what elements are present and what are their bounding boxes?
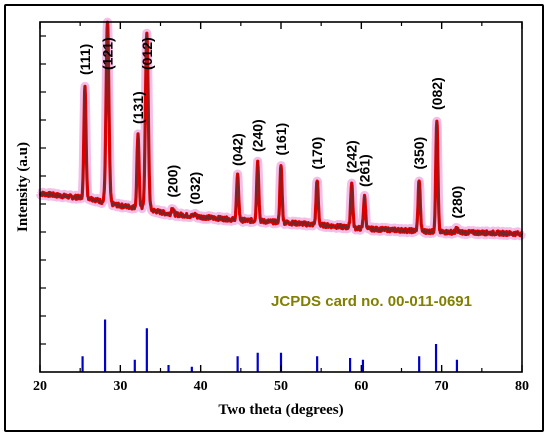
peak-label-1: (121): [99, 37, 115, 70]
peak-label-3: (012): [139, 37, 155, 70]
plot-area: (111) (121) (131) (012) (200) (032) (042) (240)…: [33, 17, 529, 394]
x-tick-label-4: 60: [354, 379, 368, 394]
peak-label-9: (170): [309, 137, 325, 170]
x-axis-title: Two theta (degrees): [218, 402, 343, 418]
x-tick-label-5: 70: [435, 379, 449, 394]
peak-label-7: (240): [250, 119, 266, 152]
peak-label-4: (200): [165, 165, 181, 198]
peak-label-12: (350): [411, 137, 427, 170]
peak-label-10: (242): [344, 140, 360, 173]
x-tick-label-0: 20: [33, 379, 47, 394]
peak-label-11: (261): [357, 154, 373, 187]
peak-label-2: (131): [130, 91, 146, 124]
x-tick-label-3: 50: [274, 379, 288, 394]
peak-label-14: (280): [449, 186, 465, 219]
peak-label-8: (161): [273, 123, 289, 156]
peak-label-6: (042): [230, 133, 246, 166]
peak-label-0: (111): [77, 44, 93, 75]
peak-label-13: (082): [429, 77, 445, 110]
x-tick-label-6: 80: [515, 379, 529, 394]
jcpds-card-label: JCPDS card no. 00-011-0691: [271, 293, 472, 310]
x-tick-label-2: 40: [194, 379, 208, 394]
x-tick-label-1: 30: [113, 379, 127, 394]
y-axis-title: Intensity (a.u): [15, 142, 31, 232]
pattern-core: [39, 21, 523, 237]
peak-label-5: (032): [187, 172, 203, 205]
